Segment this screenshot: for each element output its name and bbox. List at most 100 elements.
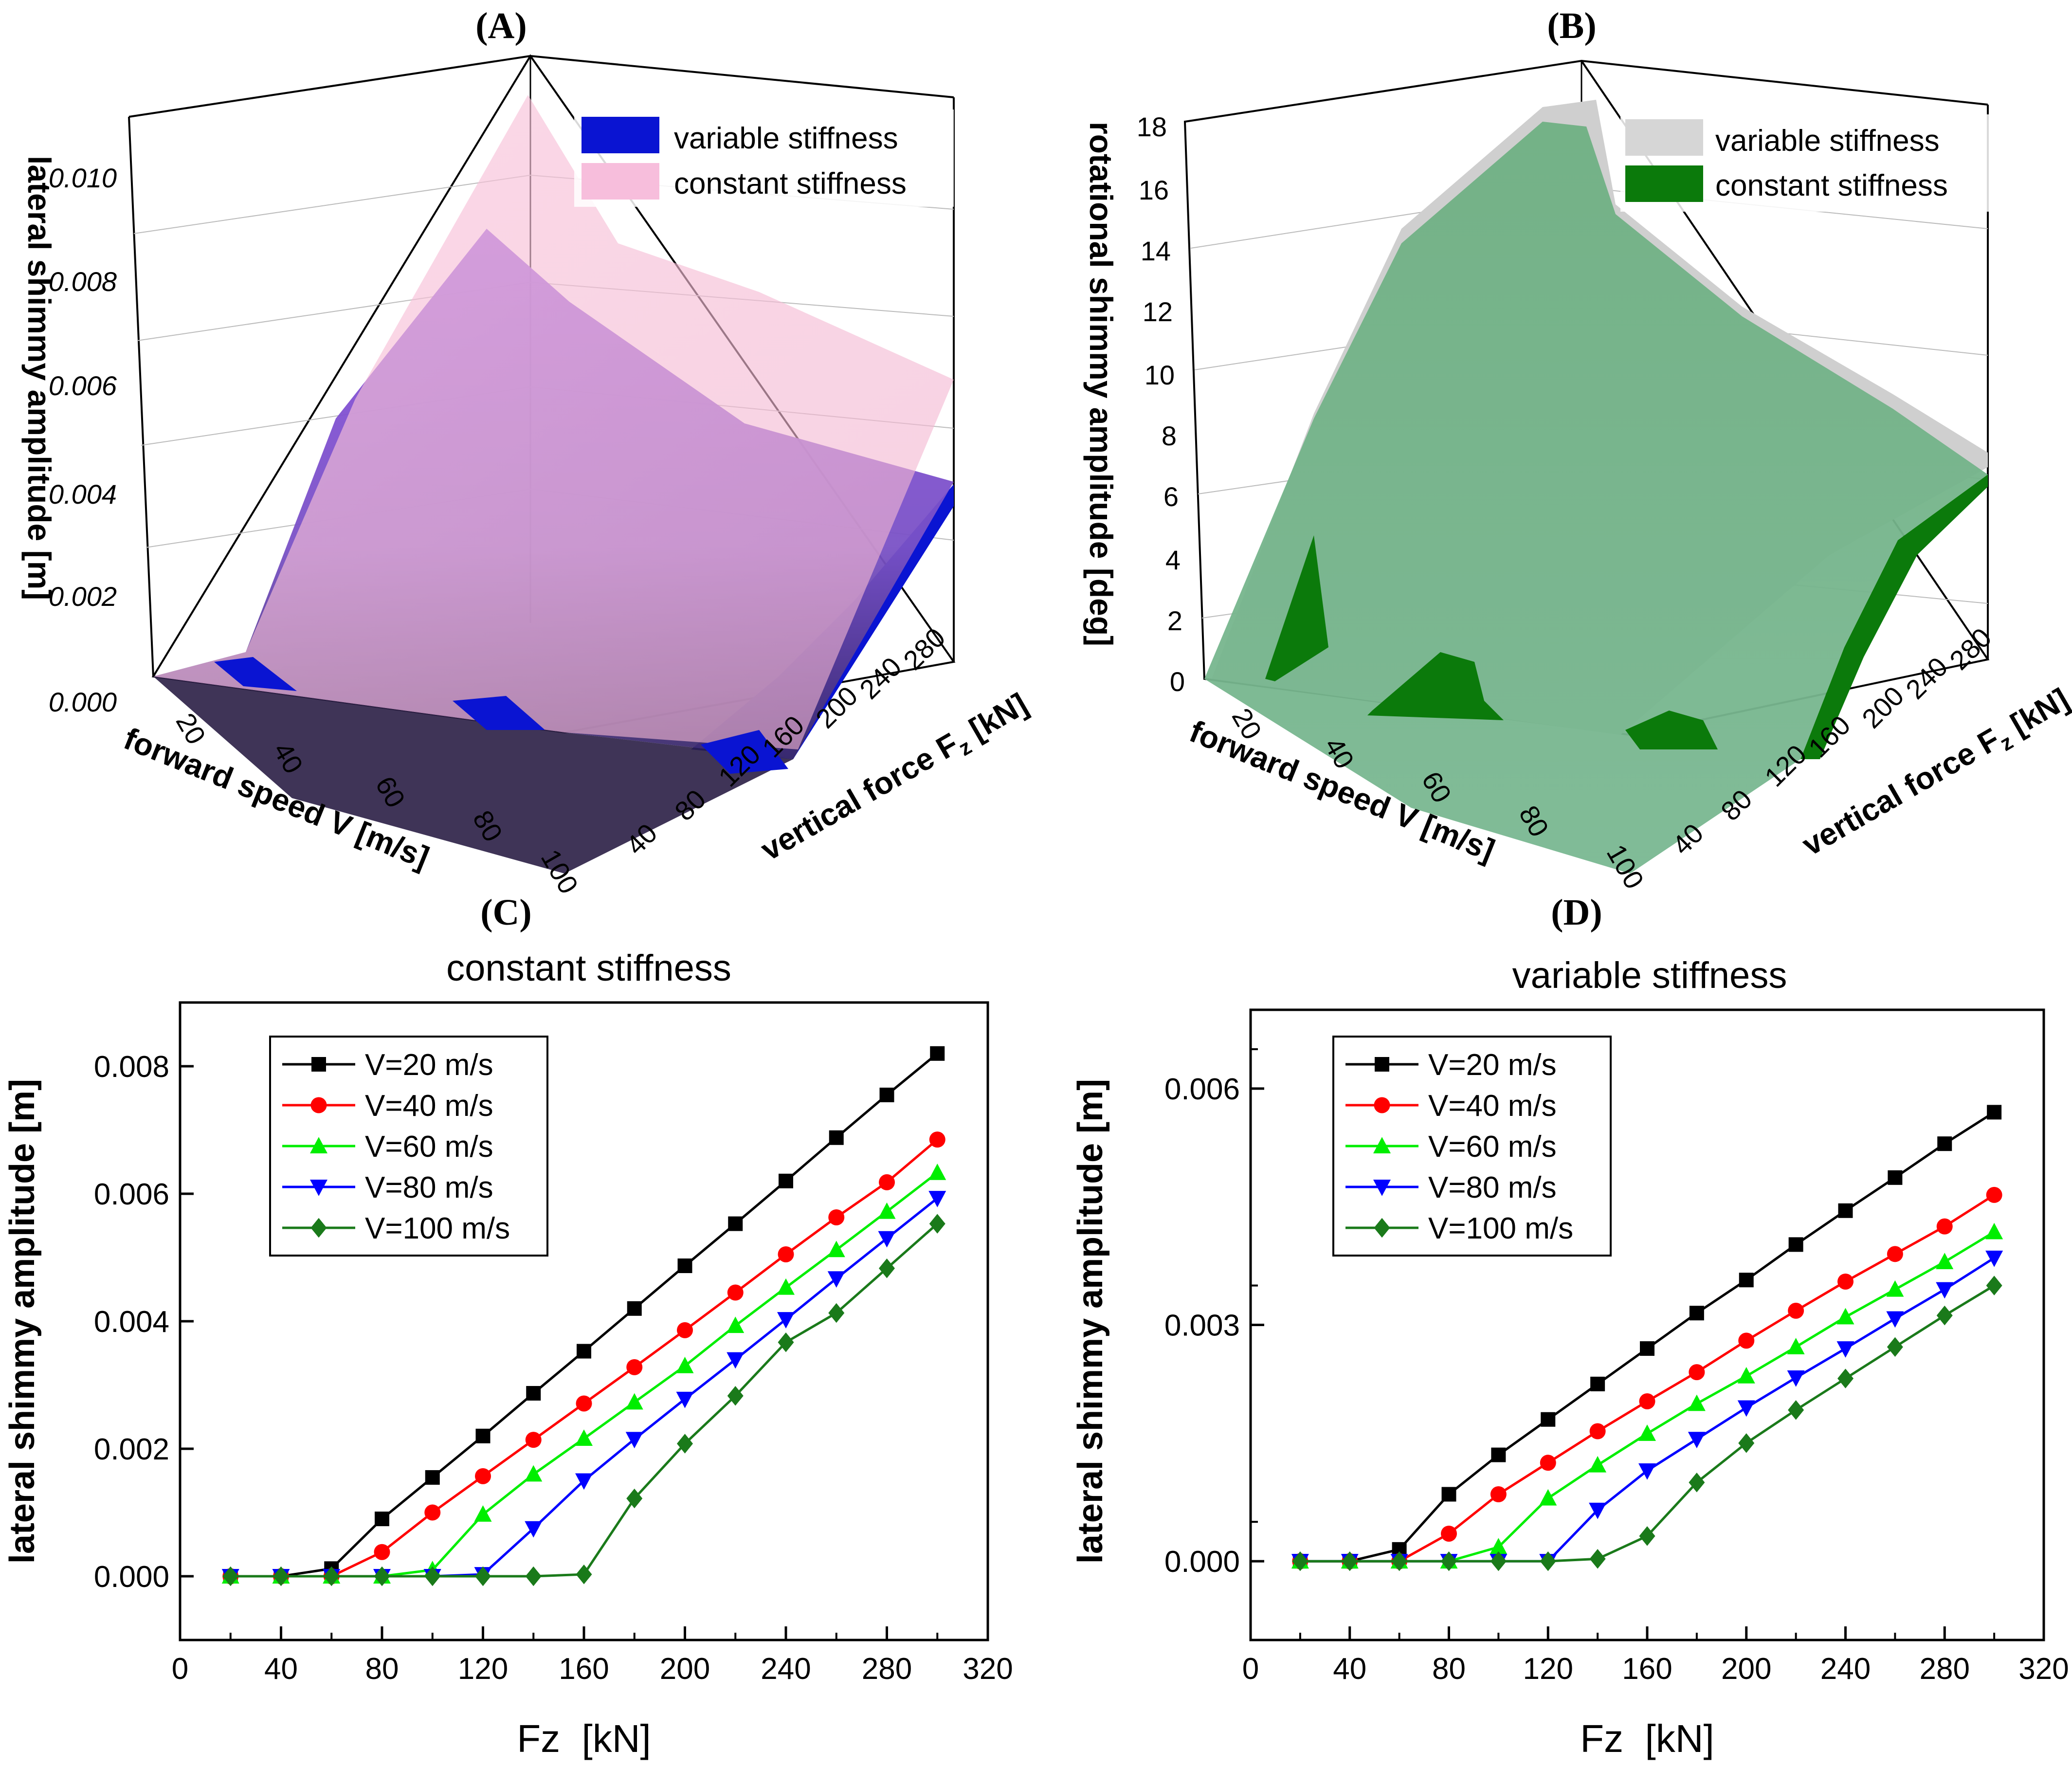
panel-d-series (1291, 1105, 2003, 1571)
panel-b-legend-label-1: variable stiffness (1715, 124, 1940, 158)
y-tick-label: 0.003 (1164, 1309, 1240, 1343)
data-point (475, 1468, 491, 1484)
panel-a-ylabel-unit: [kN] (956, 686, 1033, 751)
panel-b-ztick: 14 (1141, 236, 1171, 266)
panel-d: (D) variable stiffness 0 40 80 120 160 200 240… (1071, 892, 2069, 1760)
data-point (1589, 1502, 1607, 1519)
panel-b-ztick: 16 (1139, 175, 1169, 205)
data-point (828, 1209, 845, 1225)
x-tick-label: 120 (458, 1652, 508, 1686)
data-point (1638, 1463, 1656, 1480)
legend-marker (1373, 1180, 1391, 1196)
panel-b-ztick: 8 (1162, 420, 1177, 451)
panel-b-legend-swatch-1 (1625, 119, 1703, 156)
panel-b-ztick: 2 (1167, 605, 1182, 636)
panel-b-green-patch-3 (1625, 711, 1718, 749)
data-point (1391, 1551, 1408, 1571)
data-point (676, 1356, 694, 1373)
panel-a-legend-label-1: variable stiffness (674, 122, 898, 155)
data-point (1589, 1456, 1607, 1473)
y-tick-label: 0.000 (1164, 1545, 1240, 1579)
panel-a-ztick: 0.004 (49, 479, 117, 510)
data-point (1788, 1302, 1804, 1319)
panel-a-ztick: 0.008 (49, 266, 117, 297)
legend-label: V=20 m/s (365, 1048, 493, 1082)
legend-marker (1375, 1057, 1389, 1072)
data-point (425, 1470, 440, 1485)
data-point (1986, 1186, 2002, 1203)
panel-a-constant-surface (153, 95, 954, 749)
legend-label: V=60 m/s (1428, 1130, 1557, 1164)
data-point (929, 1131, 945, 1148)
data-point (1985, 1250, 2003, 1267)
panel-b-ztick: 18 (1137, 111, 1167, 142)
data-point (424, 1566, 441, 1586)
data-point (829, 1130, 844, 1145)
x-tick-label: 0 (172, 1652, 188, 1686)
panel-d-title: variable stiffness (1512, 955, 1787, 996)
data-point (878, 1202, 896, 1219)
panel-d-ticks: 0 40 80 120 160 200 240 280 320 0.000 0.003 0.006 (1164, 1048, 2069, 1686)
data-point (1688, 1394, 1706, 1411)
data-point (1441, 1525, 1457, 1542)
data-point (827, 1271, 845, 1288)
data-point (525, 1521, 543, 1538)
data-point (1936, 1305, 1953, 1326)
y-tick-label: 0.006 (1164, 1073, 1240, 1106)
panel-a-legend-label-2: constant stiffness (674, 167, 907, 200)
data-point (879, 1258, 895, 1278)
data-point (526, 1386, 541, 1401)
data-point (576, 1395, 592, 1412)
panel-a-blue-patch-3 (701, 730, 788, 774)
legend-label: V=100 m/s (365, 1212, 510, 1245)
data-point (1886, 1311, 1904, 1328)
data-point (375, 1512, 389, 1527)
data-point (778, 1246, 794, 1262)
data-point (1688, 1432, 1706, 1448)
panel-c-legend: V=20 m/s V=40 m/s V=60 m/s V=80 m/s V=100 m/… (269, 1036, 548, 1257)
data-point (1836, 1308, 1854, 1325)
panel-b-zlabel: rotational shimmy amplitude [deg] (1083, 122, 1119, 646)
panel-d-ylabel: lateral shimmy amplitude [m] (1071, 1079, 1110, 1564)
data-point (778, 1332, 794, 1352)
panel-b: (B) variable stiffness const (1083, 5, 2072, 894)
data-point (879, 1174, 895, 1190)
panel-b-legend-label-2: constant stiffness (1715, 169, 1948, 202)
data-point (727, 1386, 744, 1406)
data-point (1639, 1393, 1655, 1410)
data-point (1639, 1526, 1655, 1546)
panel-a-ztick: 0.000 (49, 687, 117, 717)
panel-b-ztick: 6 (1163, 481, 1179, 512)
panel-a-base-shadow (153, 676, 793, 874)
data-point (1689, 1364, 1705, 1381)
legend-marker (310, 1137, 327, 1153)
data-point (1491, 1447, 1506, 1462)
panel-d-xlabel: Fz [kN] (1580, 1717, 1714, 1760)
data-point (525, 1566, 542, 1586)
data-point (374, 1544, 390, 1560)
x-tick-label: 160 (559, 1652, 609, 1686)
data-point (273, 1566, 289, 1586)
legend-label: V=80 m/s (365, 1171, 493, 1204)
panel-a-zlabel: lateral shimmy amplitude [m] (21, 156, 57, 600)
x-tick-label: 120 (1523, 1652, 1573, 1686)
data-point (1589, 1423, 1606, 1440)
y-tick-label: 0.008 (94, 1050, 169, 1084)
panel-c-ticks: 0 40 80 120 160 200 240 280 320 0.000 0.002 0.004 0.… (94, 1050, 1013, 1686)
panel-c-title: constant stiffness (446, 948, 731, 989)
panel-a-legend-swatch-1 (582, 117, 659, 153)
y-tick-label: 0.000 (94, 1560, 169, 1594)
data-point (1689, 1473, 1705, 1493)
data-point (1887, 1337, 1903, 1357)
panel-b-zticks: 0 2 4 6 8 10 12 14 16 18 (1137, 111, 1185, 697)
data-point (1589, 1549, 1606, 1569)
panel-a-ftick: 280 (897, 622, 951, 676)
data-point (1985, 1222, 2003, 1239)
x-tick-label: 160 (1622, 1652, 1672, 1686)
x-tick-label: 80 (365, 1652, 399, 1686)
y-tick-label: 0.006 (94, 1178, 169, 1211)
data-point (626, 1359, 643, 1375)
panel-c-series (221, 1046, 946, 1586)
data-point (222, 1566, 239, 1586)
